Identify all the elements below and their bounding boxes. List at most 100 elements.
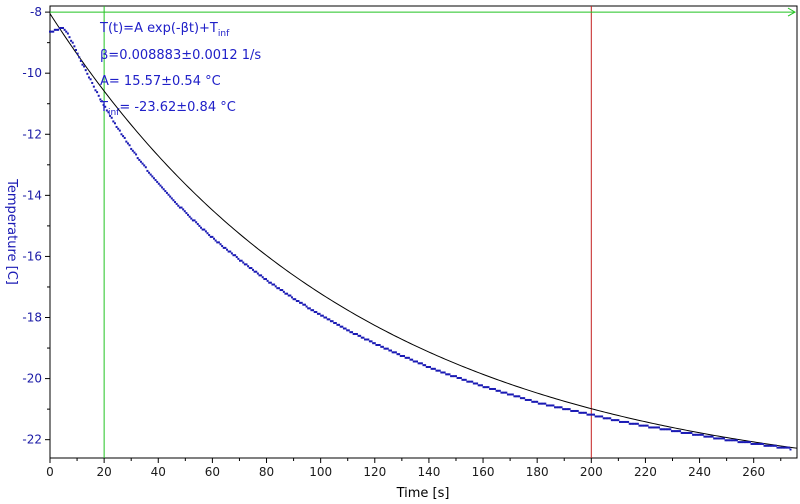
data-point [292,298,295,301]
data-point [521,397,524,400]
data-point [409,358,412,361]
data-point [148,171,151,174]
data-point [170,197,173,200]
data-point [748,441,751,444]
data-point [692,433,695,436]
data-point [606,417,608,420]
data-point [349,331,352,334]
data-point [302,303,305,306]
data-point [341,325,344,328]
data-point [674,430,677,433]
data-point [768,444,771,447]
data-point [250,267,253,270]
data-point [191,219,194,222]
data-point [476,382,479,385]
data-point [118,129,121,132]
data-point [630,422,633,425]
data-point [662,428,665,431]
data-point [391,351,394,354]
data-point [581,411,584,414]
data-point [625,420,628,423]
data-point [113,122,116,125]
x-tick-label: 120 [363,465,386,479]
data-point [718,437,721,440]
data-point [328,318,331,321]
data-point [731,439,734,442]
data-point [188,215,191,218]
data-point [383,347,386,350]
data-point [633,422,636,425]
y-tick-label: -16 [22,249,42,263]
data-point [120,133,123,136]
data-point [747,441,750,444]
data-point [752,442,755,445]
data-point [599,415,602,418]
data-point [226,248,229,251]
data-point [711,435,714,438]
data-point [724,439,727,442]
data-point [705,435,708,438]
data-point [448,373,451,376]
data-point [182,208,185,211]
data-point [638,424,641,427]
data-point [583,411,586,414]
data-point [537,402,540,405]
data-point [256,272,259,275]
data-point [211,235,214,238]
data-point [560,406,563,409]
y-tick-label: -12 [22,127,42,141]
x-tick-label: 240 [688,465,711,479]
data-point [438,369,441,372]
data-point [157,182,160,185]
data-point [450,375,453,378]
data-point [562,408,565,411]
data-point [545,404,548,407]
data-point [729,439,732,442]
data-point [169,195,172,198]
data-point [297,300,300,303]
data-point [607,417,610,420]
data-point [193,219,196,222]
data-point [206,232,209,235]
data-point [422,364,425,367]
data-point [390,349,393,352]
data-point [677,430,680,433]
data-point [427,365,430,368]
data-point [66,32,69,35]
data-point [367,338,370,341]
data-point [109,114,112,117]
data-point [268,281,271,284]
data-point [696,433,699,436]
data-point [227,250,230,253]
data-point [529,398,532,401]
data-point [216,241,219,244]
data-point [81,63,84,66]
data-point [104,105,107,108]
data-point [313,311,316,314]
y-axis-title: Temperature [C] [4,178,19,285]
data-point [128,144,131,147]
data-point [744,441,747,444]
data-point [401,354,404,357]
data-point [463,378,466,381]
data-point [745,441,748,444]
data-point [325,316,328,319]
data-point [84,69,87,72]
data-point [130,147,133,150]
data-point [492,387,495,390]
data-point [437,369,440,372]
data-point [310,309,313,312]
data-point [443,371,446,374]
data-point [471,380,474,383]
x-tick-label: 160 [472,465,495,479]
data-point [487,386,490,389]
data-point [453,375,456,378]
data-point [135,153,138,156]
data-point [196,223,199,226]
data-point [519,397,522,400]
data-point [102,103,105,106]
data-point [180,206,183,209]
data-point [178,206,181,209]
data-point [657,426,660,429]
data-point [666,428,669,431]
